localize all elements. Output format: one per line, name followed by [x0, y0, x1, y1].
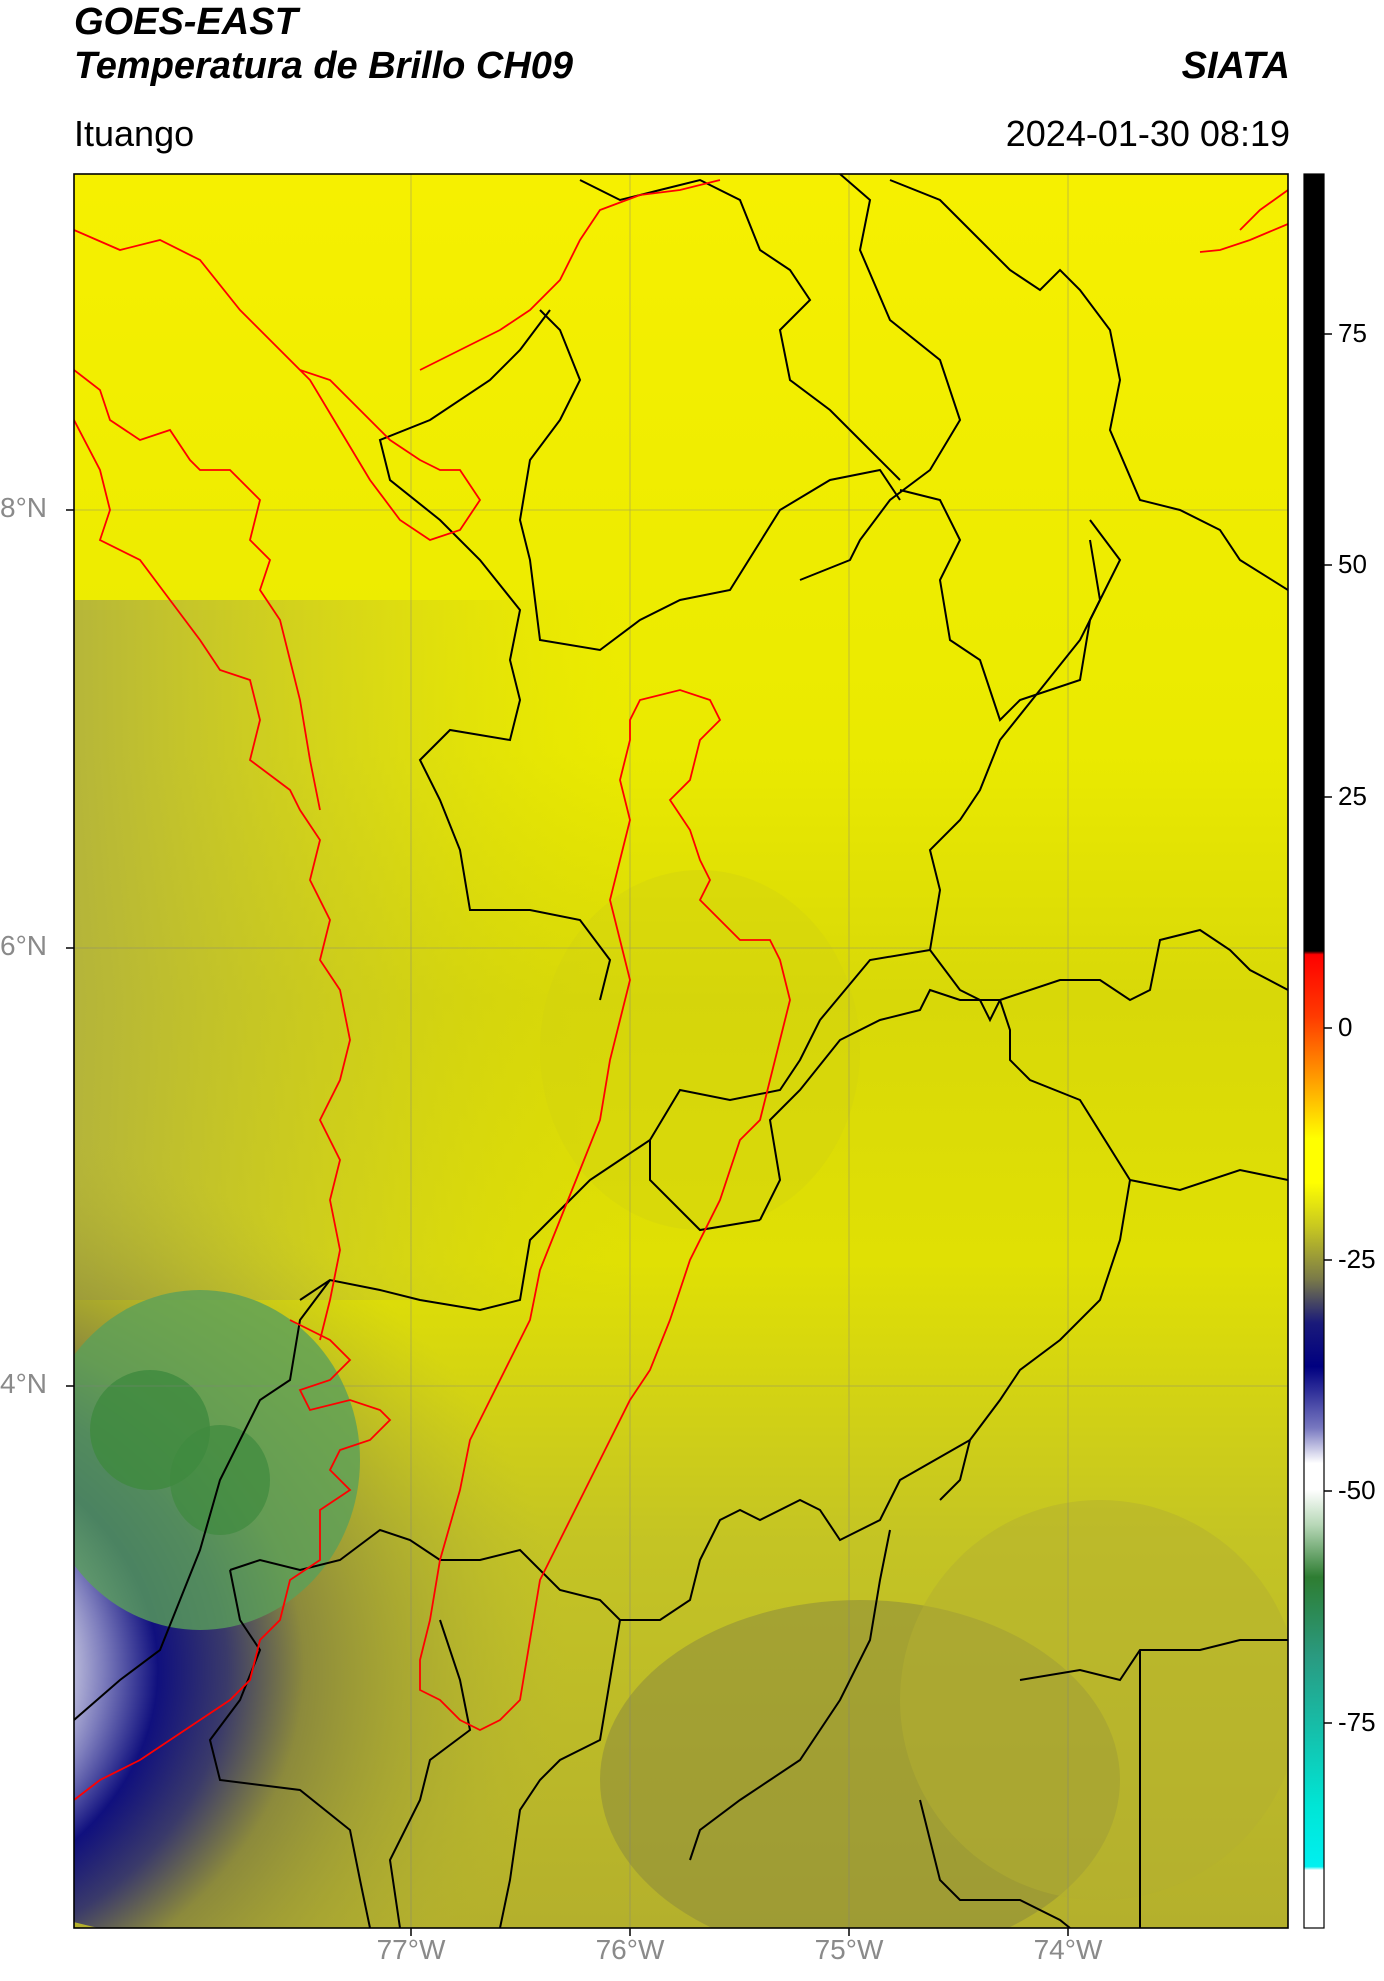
colorbar-label-minus25: -25 [1338, 1244, 1376, 1274]
colorbar-label-50: 50 [1338, 549, 1367, 579]
satellite-title: GOES-EAST [74, 1, 298, 43]
map-frame [73, 173, 1289, 1929]
product-title: Temperatura de Brillo CH09 [74, 45, 574, 87]
colorbar-label-minus75: -75 [1338, 1707, 1376, 1737]
coastline-and-basin-outline [74, 179, 1288, 1801]
lat-label-4n: 4°N [0, 1368, 47, 1399]
lat-label-6n: 6°N [0, 930, 47, 961]
colorbar-label-minus50: -50 [1338, 1475, 1376, 1505]
organization-label: SIATA [1181, 45, 1290, 87]
axis-ticks [66, 509, 1069, 1936]
lon-label-76w: 76°W [595, 1934, 665, 1965]
lat-label-8n: 8°N [0, 492, 47, 523]
brightness-temperature-field [74, 174, 1288, 1928]
lon-label-75w: 75°W [814, 1934, 884, 1965]
colorbar [1303, 173, 1325, 1929]
lon-label-74w: 74°W [1033, 1934, 1103, 1965]
department-boundaries [74, 174, 1288, 1928]
colorbar-label-0: 0 [1338, 1012, 1353, 1042]
datetime-label: 2024-01-30 08:19 [1005, 113, 1290, 154]
lon-label-77w: 77°W [376, 1934, 446, 1965]
graticule [74, 174, 1288, 1928]
colorbar-label-75: 75 [1338, 318, 1367, 348]
colorbar-label-25: 25 [1338, 781, 1367, 811]
colorbar-ticks [1324, 333, 1332, 1724]
location-label: Ituango [74, 113, 195, 154]
